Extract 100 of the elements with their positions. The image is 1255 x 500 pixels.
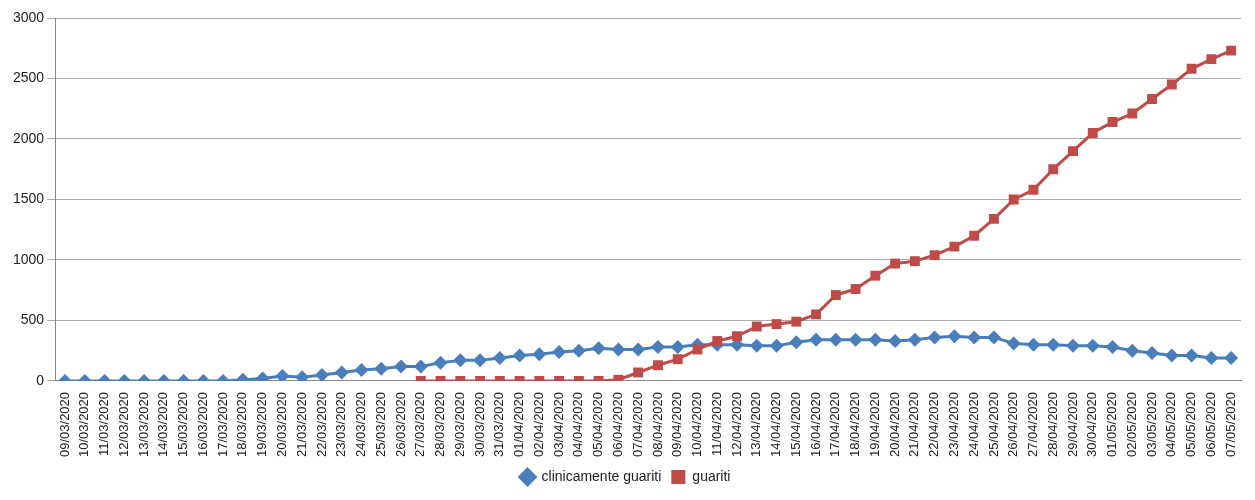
x-tick-label: 04/05/2020: [1163, 391, 1179, 458]
point: [1127, 108, 1138, 119]
x-tick-label: 29/03/2020: [451, 391, 467, 458]
point: [1164, 348, 1179, 363]
point: [830, 290, 841, 300]
point: [947, 329, 962, 344]
x-tick-label: 11/03/2020: [96, 391, 112, 457]
point: [672, 354, 683, 365]
point: [1087, 127, 1098, 138]
x-tick-label: 19/03/2020: [254, 391, 270, 458]
x-tick-label: 21/03/2020: [293, 391, 309, 458]
x-tick-label: 12/04/2020: [728, 391, 744, 458]
point: [1186, 63, 1197, 74]
point: [670, 340, 685, 355]
x-tick-label: 25/03/2020: [372, 391, 388, 458]
x-tick-label: 10/04/2020: [689, 391, 705, 458]
x-tick-label: 27/04/2020: [1025, 391, 1041, 458]
point: [394, 359, 409, 374]
point: [1125, 343, 1140, 358]
point: [650, 340, 665, 355]
point: [1145, 346, 1160, 361]
point: [868, 332, 883, 347]
legend-label: guariti: [692, 467, 731, 484]
point: [334, 365, 349, 380]
x-tick-label: 18/04/2020: [847, 391, 863, 458]
y-tick-label: 1000: [12, 250, 45, 267]
point: [771, 319, 782, 330]
point: [909, 256, 920, 267]
point: [1226, 45, 1237, 56]
x-tick-label: 05/04/2020: [590, 391, 606, 458]
x-tick-label: 26/03/2020: [392, 391, 408, 458]
x-tick-label: 23/03/2020: [333, 391, 349, 458]
point: [732, 331, 742, 342]
x-tick-label: 06/04/2020: [610, 391, 625, 458]
point: [1068, 146, 1078, 157]
point: [967, 330, 982, 345]
x-tick-label: 07/05/2020: [1222, 391, 1238, 458]
x-tick-label: 27/03/2020: [412, 391, 428, 458]
point: [989, 213, 999, 224]
point: [1028, 184, 1039, 195]
point: [1204, 350, 1219, 365]
point: [1048, 164, 1059, 175]
point: [552, 344, 567, 359]
point: [1085, 338, 1100, 353]
x-tick-label: 15/04/2020: [787, 391, 803, 458]
point: [949, 241, 960, 252]
point: [1184, 348, 1199, 363]
x-tick-label: 09/04/2020: [669, 391, 685, 458]
point: [809, 332, 824, 347]
point: [453, 353, 468, 368]
x-tick-label: 20/04/2020: [886, 391, 902, 458]
x-tick-label: 22/04/2020: [926, 391, 942, 458]
x-tick-label: 02/04/2020: [530, 391, 546, 458]
x-tick-label: 28/03/2020: [432, 391, 448, 458]
x-tick-label: 24/04/2020: [965, 391, 981, 458]
x-tick-label: 29/04/2020: [1064, 391, 1080, 458]
point: [571, 343, 586, 358]
point: [653, 360, 663, 371]
x-tick-label: 11/04/2020: [708, 391, 724, 457]
y-tick-label: 2000: [12, 129, 45, 146]
x-tick-label: 14/04/2020: [768, 391, 784, 458]
point: [986, 330, 1001, 345]
x-tick-label: 19/04/2020: [866, 391, 882, 458]
point: [1006, 336, 1021, 351]
point: [1147, 94, 1158, 105]
x-tick-label: 17/03/2020: [214, 391, 230, 458]
point: [927, 330, 942, 345]
point: [907, 332, 922, 347]
point: [811, 309, 822, 320]
x-tick-label: 20/03/2020: [274, 391, 290, 458]
x-tick-label: 25/04/2020: [985, 391, 1001, 458]
point: [828, 332, 843, 347]
point: [888, 334, 903, 349]
point: [712, 336, 723, 346]
x-tick-label: 30/03/2020: [471, 391, 487, 458]
point: [374, 361, 389, 376]
point: [1206, 54, 1217, 65]
point: [591, 341, 606, 356]
point: [929, 250, 940, 261]
x-tick-label: 24/03/2020: [353, 391, 369, 458]
x-tick-label: 28/04/2020: [1044, 391, 1060, 458]
point: [354, 363, 369, 378]
y-tick-label: 500: [20, 311, 45, 328]
point: [751, 321, 762, 332]
x-tick-label: 30/04/2020: [1084, 391, 1100, 458]
x-tick-label: 16/03/2020: [194, 391, 210, 458]
point: [512, 348, 527, 363]
x-tick-label: 02/05/2020: [1123, 391, 1139, 458]
point: [492, 350, 507, 365]
x-tick-label: 04/04/2020: [570, 391, 586, 458]
x-tick-label: 08/04/2020: [649, 391, 665, 458]
point: [1026, 337, 1041, 352]
point: [1107, 117, 1118, 127]
y-tick-label: 0: [36, 371, 45, 388]
y-tick-label: 2500: [12, 69, 45, 86]
x-tick-label: 15/03/2020: [175, 391, 191, 458]
x-tick-label: 18/03/2020: [234, 391, 250, 458]
point: [870, 270, 881, 281]
x-tick-label: 03/04/2020: [550, 391, 566, 458]
point: [789, 335, 804, 350]
